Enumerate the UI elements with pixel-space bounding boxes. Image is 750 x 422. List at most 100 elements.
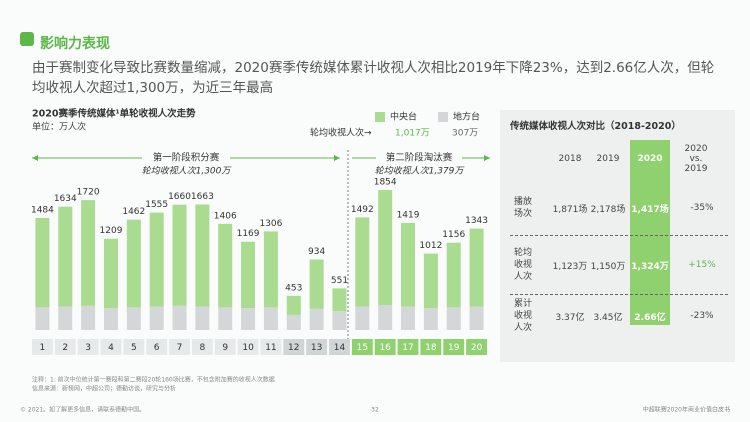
legend-swatch xyxy=(375,112,385,122)
bar-segment xyxy=(355,306,370,330)
x-tick-label: 20 xyxy=(471,343,483,353)
arrow-head xyxy=(484,155,490,161)
legend-swatch xyxy=(438,112,448,122)
bar-segment xyxy=(195,204,210,307)
bar-segment xyxy=(35,307,50,330)
bar-segment xyxy=(241,308,256,330)
value-label: 934 xyxy=(308,247,325,257)
footer-left: © 2021。如了解更多信息，请联系德勤中国。 xyxy=(20,406,145,414)
table-cell: +15% xyxy=(688,260,716,270)
x-tick-label: 4 xyxy=(108,343,114,353)
value-label: 1419 xyxy=(397,210,420,220)
table-cell: 累计收视人次 xyxy=(513,299,532,333)
tick-box xyxy=(54,339,76,355)
bar-segment xyxy=(332,311,347,330)
tick-box xyxy=(237,339,259,355)
bar-segment xyxy=(378,190,393,306)
tick-box xyxy=(146,339,168,355)
footnote: 注释：1. 前次中位统计第一赛段和第二赛段20轮160场比赛，不包含附加赛的收视… xyxy=(32,376,275,384)
bar-segment xyxy=(149,212,164,307)
value-label: 453 xyxy=(285,283,302,293)
value-label: 1854 xyxy=(374,178,397,188)
value-label: 1169 xyxy=(237,229,260,239)
table-cell: 轮均收视人次 xyxy=(513,248,532,282)
bar-segment xyxy=(81,200,96,306)
value-label: 1306 xyxy=(259,219,282,229)
bar-segment xyxy=(378,305,393,330)
summary: 由于赛制变化导致比赛数量缩减，2020赛季传统媒体累计收视人次相比2019年下降… xyxy=(32,60,715,96)
x-tick-label: 10 xyxy=(242,343,254,353)
x-tick-label: 14 xyxy=(334,343,346,353)
value-label: 1660 xyxy=(168,192,191,202)
tick-box xyxy=(329,339,350,355)
bar-segment xyxy=(446,242,461,308)
tick-box xyxy=(420,339,442,355)
footnote: 信息来源：新榜网，中超公司；德勤访谈，研究与分析 xyxy=(32,385,176,393)
value-label: 551 xyxy=(331,276,348,286)
bar-segment xyxy=(423,253,438,309)
bar-segment xyxy=(195,306,210,330)
value-label: 1462 xyxy=(122,207,145,217)
tick-box xyxy=(169,339,190,355)
stage-name: 第二阶段淘汰赛 xyxy=(386,152,453,164)
stage-name: 第一阶段积分赛 xyxy=(153,152,220,164)
table-cell: 播放场次 xyxy=(513,197,532,219)
label-bg xyxy=(142,151,230,165)
title-icon xyxy=(20,32,34,46)
x-tick-label: 8 xyxy=(200,343,206,353)
bar-segment xyxy=(81,305,96,330)
bar-segment xyxy=(172,305,187,330)
bar-segment xyxy=(58,206,73,307)
x-tick-label: 1 xyxy=(40,343,46,353)
x-tick-label: 7 xyxy=(177,343,183,353)
stage-note: 轮均收视人次1,379万 xyxy=(375,166,466,177)
tick-box xyxy=(123,339,145,355)
bar-segment xyxy=(309,308,324,330)
x-tick-label: 5 xyxy=(131,343,137,353)
table-cell: 1,417场 xyxy=(631,204,669,215)
bar-segment xyxy=(241,241,256,309)
tick-box xyxy=(351,339,373,355)
table-cell: 1,123万 xyxy=(552,261,588,272)
legend-average: 1,017万 xyxy=(395,129,430,139)
bar-segment xyxy=(423,308,438,330)
bar-segment xyxy=(263,231,278,308)
tick-box xyxy=(260,339,282,355)
value-label: 1406 xyxy=(214,211,237,221)
value-label: 1634 xyxy=(54,194,77,204)
tick-box xyxy=(397,339,419,355)
unit-label: 单位：万人次 xyxy=(32,121,86,133)
average-label: 轮均收视人次→ xyxy=(310,127,372,139)
x-tick-label: 6 xyxy=(154,343,160,353)
stage-note: 轮均收视人次1,300万 xyxy=(142,166,233,177)
value-label: 1343 xyxy=(465,216,488,226)
table-cell: 1,324万 xyxy=(631,261,669,272)
bar-segment xyxy=(469,306,484,330)
bar-segment xyxy=(446,307,461,330)
tick-box xyxy=(306,339,328,355)
x-tick-label: 15 xyxy=(357,343,368,353)
bar-segment xyxy=(286,314,301,330)
x-tick-label: 3 xyxy=(85,343,91,353)
value-label: 1012 xyxy=(419,241,442,251)
row-divider xyxy=(510,294,728,295)
x-tick-label: 18 xyxy=(425,343,437,353)
bar-segment xyxy=(401,306,416,330)
x-tick-label: 17 xyxy=(402,343,413,353)
table-title: 传统媒体收视人次对比（2018-2020） xyxy=(510,121,681,132)
bar-segment xyxy=(35,217,50,308)
table-cell: 2,178场 xyxy=(590,204,626,215)
row-divider xyxy=(510,235,728,236)
bar-segment xyxy=(103,238,118,309)
table-cell: 2.66亿 xyxy=(634,312,666,323)
bar-segment xyxy=(401,222,416,307)
x-tick-label: 16 xyxy=(379,343,391,353)
bar-segment xyxy=(309,259,324,309)
value-label: 1209 xyxy=(100,226,123,236)
table-panel xyxy=(500,110,735,362)
bar-segment xyxy=(332,288,347,312)
table-cell: 3.45亿 xyxy=(593,312,623,323)
table-cell: 2020 vs. 2019 xyxy=(684,144,708,174)
tick-box xyxy=(100,339,122,355)
